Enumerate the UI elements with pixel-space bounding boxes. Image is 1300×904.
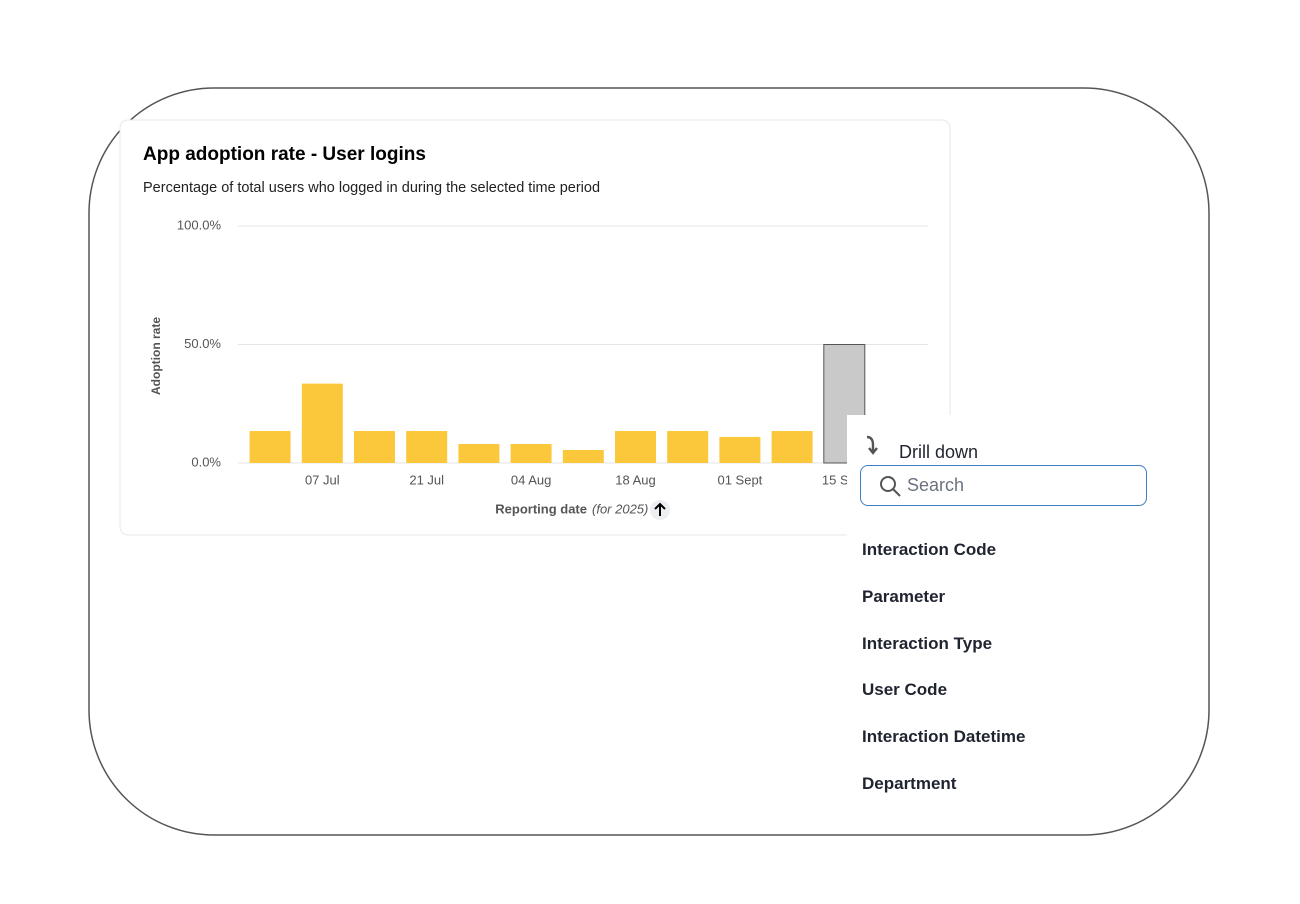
bar [354, 431, 395, 463]
drill-menu: Drill down Interaction Code Parameter Inte… [847, 415, 1152, 810]
menu-item[interactable]: Department [862, 774, 957, 793]
x-tick-label: 01 Sept [717, 472, 762, 487]
bar [719, 436, 761, 463]
x-axis-title: Reporting date [495, 501, 587, 516]
bar [615, 431, 656, 463]
search-input[interactable] [860, 465, 1147, 506]
x-tick-label: 21 Jul [409, 472, 444, 487]
chart-title: App adoption rate - User logins [143, 144, 426, 165]
menu-title: Drill down [899, 442, 979, 462]
bar [667, 431, 709, 463]
x-tick-label: 07 Jul [305, 472, 340, 487]
menu-item[interactable]: Interaction Code [862, 540, 997, 559]
menu-item[interactable]: Parameter [862, 586, 946, 606]
bar [771, 431, 813, 463]
menu-item[interactable]: Interaction Datetime [862, 727, 1026, 747]
x-axis-note: (for 2025) [592, 501, 648, 516]
bar [458, 444, 500, 463]
y-tick-label: 50.0% [184, 336, 221, 351]
y-tick-label: 100.0% [177, 217, 222, 232]
x-tick-label: 18 Aug [615, 472, 656, 487]
y-axis-title: Adoption rate [149, 317, 163, 395]
menu-item[interactable]: Interaction Type [862, 633, 993, 653]
chart-subtitle: Percentage of total users who logged in … [143, 180, 600, 196]
y-tick-label: 0.0% [191, 454, 221, 469]
bar [510, 444, 552, 463]
bar [301, 383, 343, 463]
x-tick-label: 04 Aug [511, 472, 552, 487]
bar [249, 431, 291, 463]
frame [88, 87, 1210, 836]
bar [406, 431, 448, 463]
drill-icon [866, 435, 878, 455]
bar [562, 449, 604, 463]
menu-item[interactable]: User Code [862, 680, 948, 700]
sort-button[interactable] [650, 500, 670, 520]
